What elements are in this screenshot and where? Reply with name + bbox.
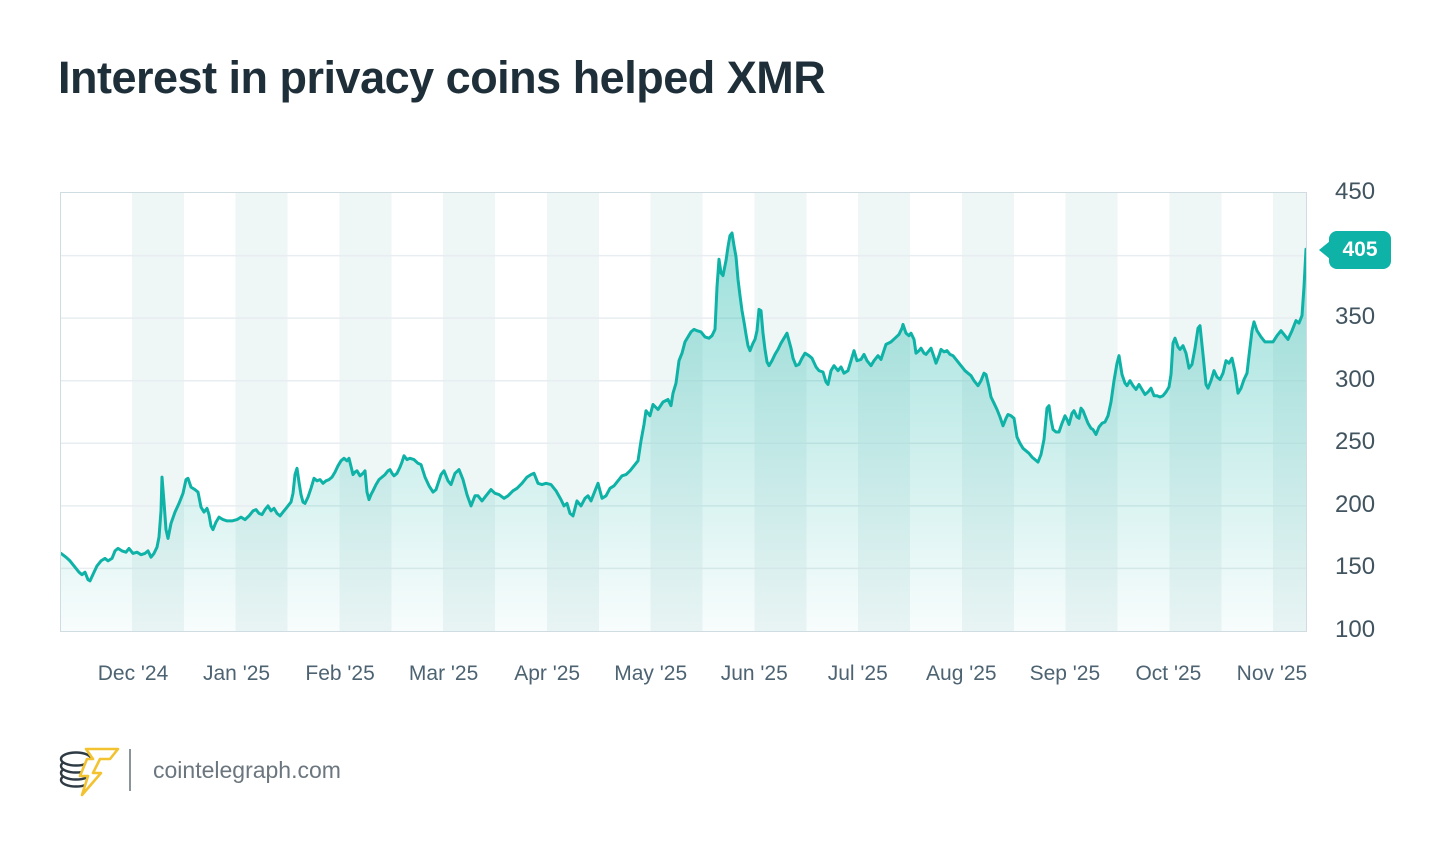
x-tick-label-feb25: Feb '25 [305, 662, 375, 685]
y-tick-label-300: 300 [1335, 365, 1376, 393]
x-tick-label-may25: May '25 [614, 662, 688, 685]
y-tick-label-100: 100 [1335, 616, 1376, 643]
x-tick-label-oct25: Oct '25 [1135, 662, 1202, 685]
x-tick-label-jun25: Jun '25 [720, 662, 788, 685]
x-tick-label-dec24: Dec '24 [97, 662, 169, 685]
current-price-badge: 405 [1319, 231, 1391, 269]
x-tick-label-nov25: Nov '25 [1236, 662, 1308, 685]
y-tick-label-350: 350 [1335, 303, 1376, 331]
footer-branding: cointelegraph.com [57, 742, 341, 798]
x-tick-label-aug25: Aug '25 [926, 662, 997, 685]
price-chart-svg [61, 231, 1306, 631]
current-price-value: 405 [1342, 238, 1378, 261]
x-tick-label-jan25: Jan '25 [203, 662, 271, 685]
y-tick-label-450: 450 [1335, 178, 1376, 205]
x-tick-label-jul25: Jul '25 [827, 662, 888, 685]
badge-arrow-left-icon [1319, 241, 1330, 259]
x-tick-label-sep25: Sep '25 [1029, 662, 1101, 685]
plot-area [60, 192, 1307, 632]
footer-site-text: cointelegraph.com [153, 756, 341, 783]
page-title: Interest in privacy coins helped XMR [58, 52, 826, 103]
footer-divider [129, 749, 131, 791]
x-tick-label-apr25: Apr '25 [514, 662, 581, 685]
y-tick-label-200: 200 [1335, 490, 1376, 518]
coin-stack-lightning-icon [59, 747, 120, 797]
y-tick-label-150: 150 [1335, 553, 1376, 581]
x-tick-label-mar25: Mar '25 [408, 662, 479, 685]
price-area-fill [61, 233, 1306, 631]
price-line [61, 231, 1306, 583]
y-tick-label-250: 250 [1335, 428, 1376, 456]
